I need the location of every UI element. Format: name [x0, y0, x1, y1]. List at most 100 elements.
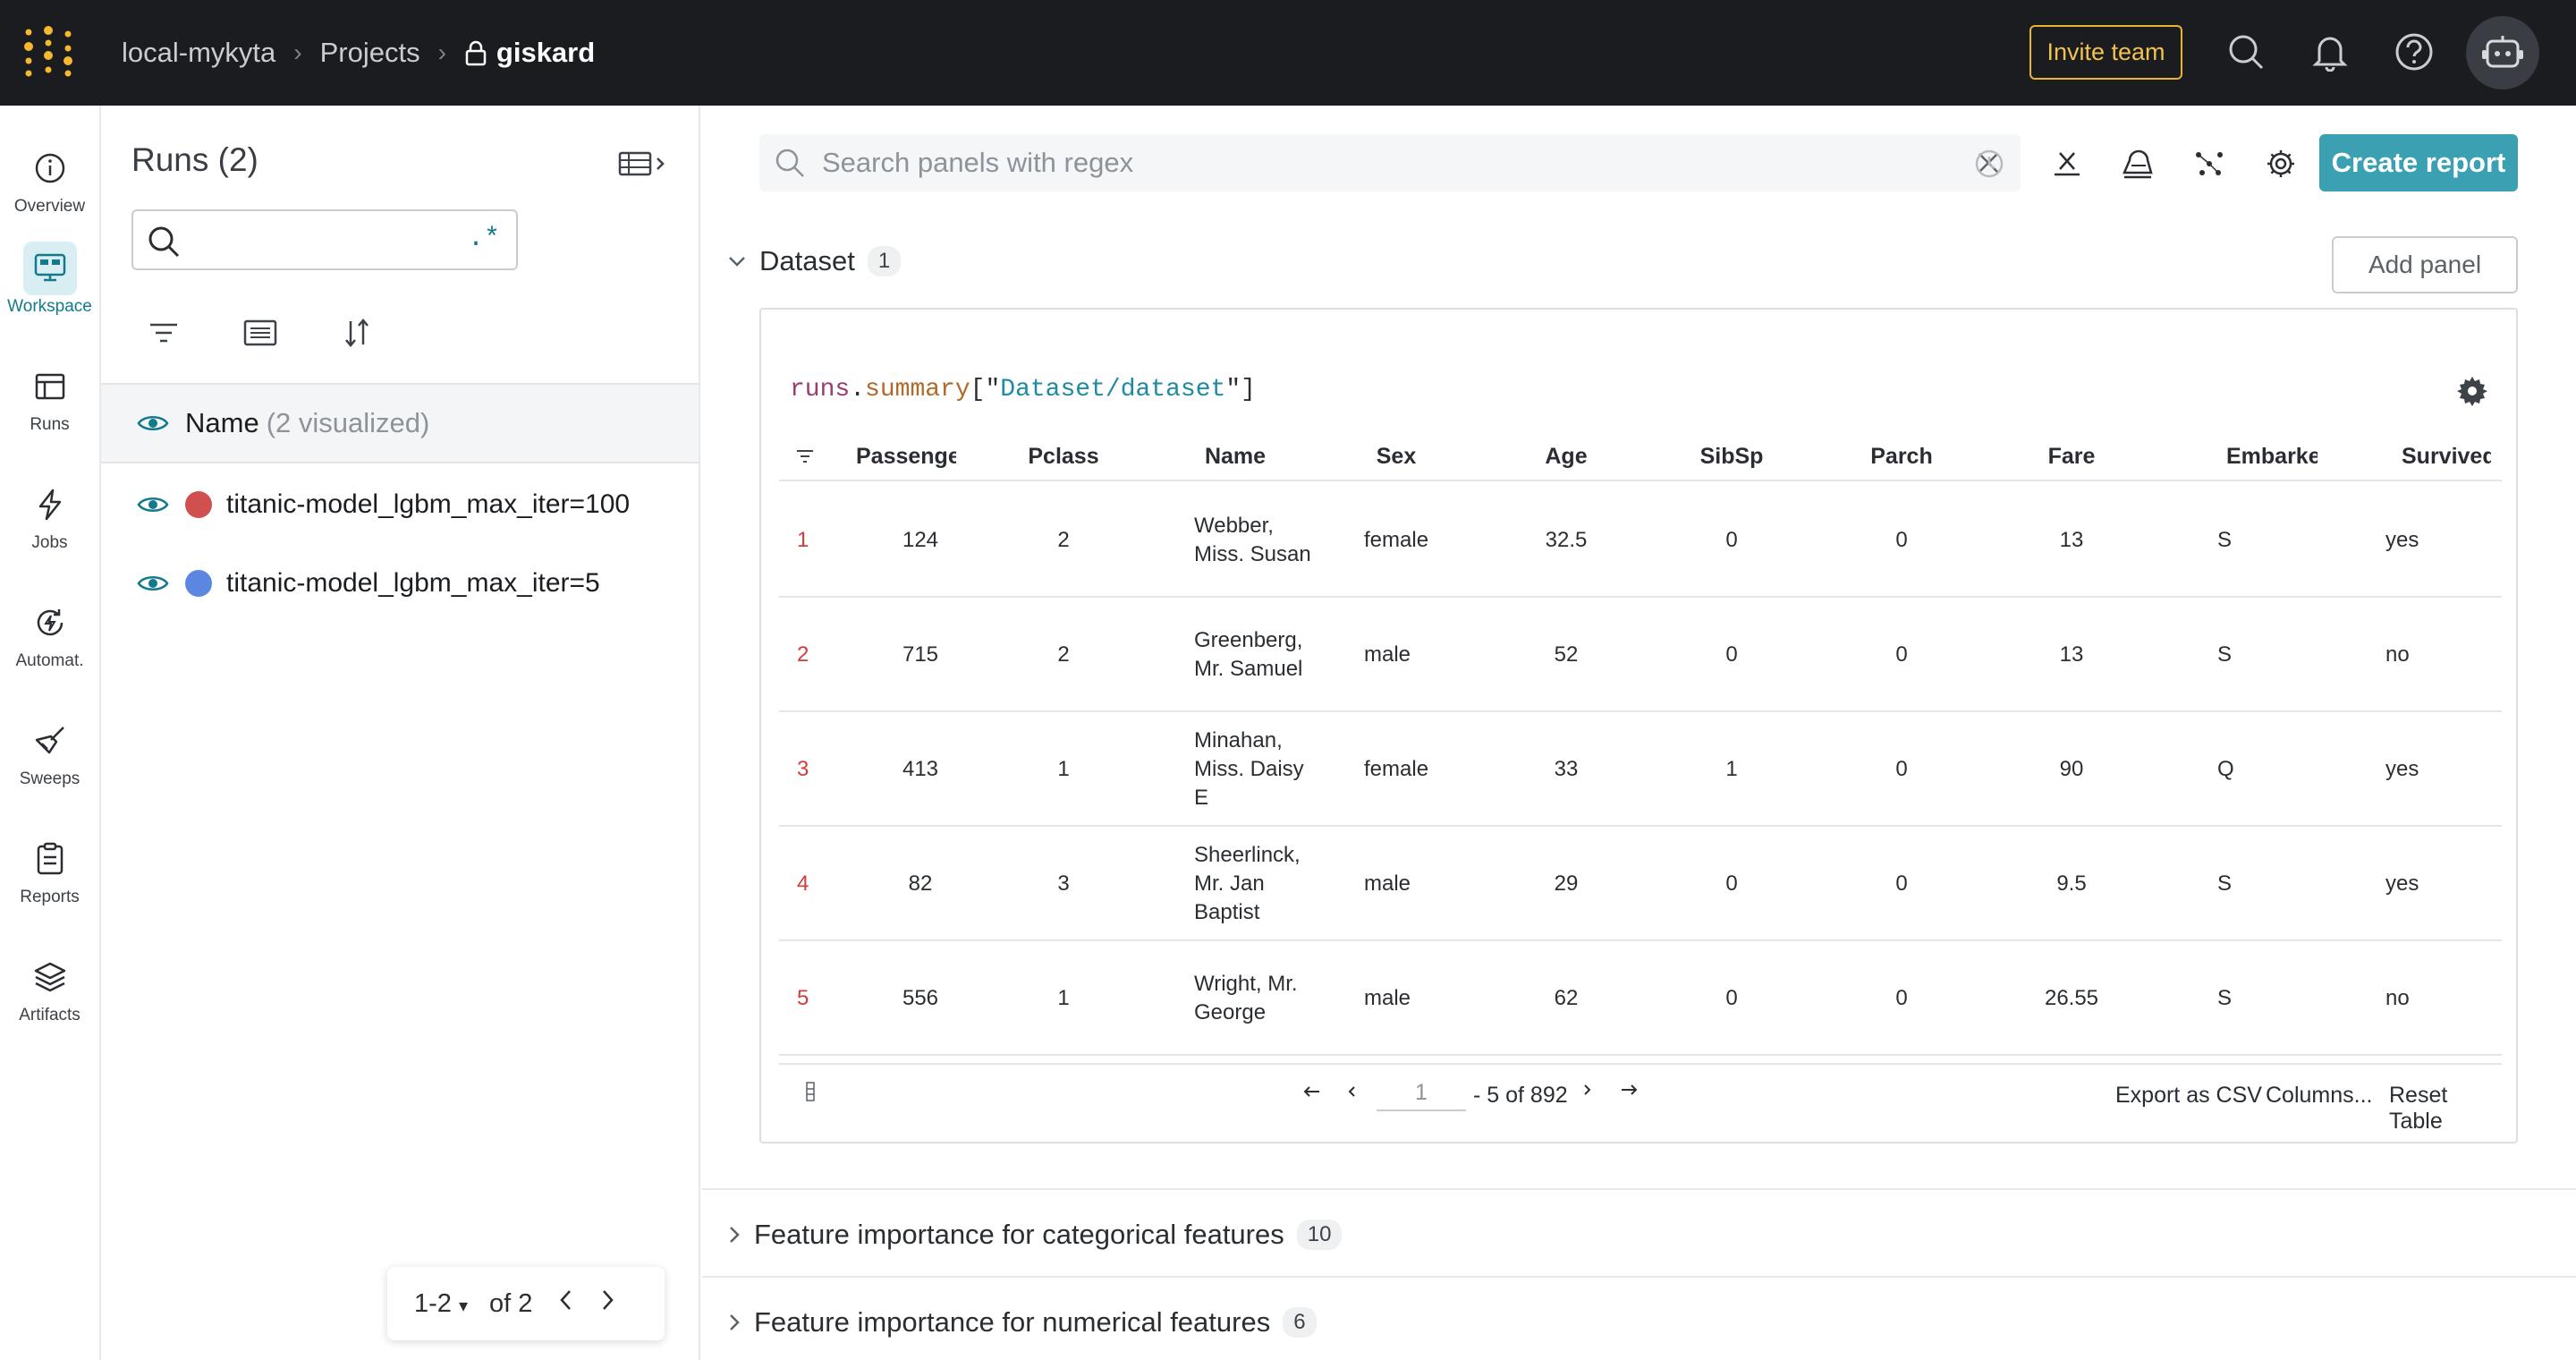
table-cell-idx: 1 [797, 528, 809, 552]
smoothing-icon[interactable] [2119, 145, 2157, 183]
table-cell-survived: no [2385, 986, 2410, 1010]
column-header[interactable]: Sex [1376, 444, 1417, 469]
panel-expression[interactable]: runs.summary["Dataset/dataset"] [790, 376, 1256, 404]
first-page-icon[interactable] [1301, 1081, 1323, 1102]
columns-button[interactable]: Columns... [2266, 1083, 2373, 1108]
gear-icon[interactable] [2457, 376, 2487, 406]
eye-icon[interactable] [137, 573, 169, 594]
column-header[interactable]: Embarke [2226, 444, 2318, 469]
reset-table-button[interactable]: Reset Table [2389, 1083, 2448, 1134]
table-cell-passenger: 124 [902, 528, 939, 552]
bell-icon[interactable] [2309, 30, 2351, 73]
table-cell-name: Sheerlinck, Mr. Jan Baptist [1194, 841, 1328, 927]
run-name[interactable]: titanic-model_lgbm_max_iter=5 [226, 568, 600, 598]
rail-item-artifacts[interactable]: Artifacts [0, 950, 99, 1049]
runs-name-header: Name (2 visualized) [101, 383, 699, 463]
invite-team-button[interactable]: Invite team [2029, 25, 2182, 80]
table-cell-age: 32.5 [1545, 528, 1588, 552]
add-panel-button[interactable]: Add panel [2332, 236, 2518, 293]
table-cell-embarked: S [2217, 871, 2233, 896]
runs-panel: Runs (2) .* Name (2 visualized) titanic-… [101, 106, 700, 1360]
filter-icon[interactable] [795, 447, 815, 465]
column-header[interactable]: Fare [2047, 444, 2096, 469]
table-cell-embarked: S [2217, 642, 2233, 667]
runs-search-input[interactable]: .* [131, 209, 518, 270]
x-axis-icon[interactable] [2048, 145, 2086, 183]
eye-icon[interactable] [137, 412, 169, 434]
create-report-button[interactable]: Create report [2319, 134, 2518, 191]
page-range-select[interactable]: 1-2 ▾ [414, 1289, 468, 1319]
run-color-swatch[interactable] [185, 570, 212, 597]
table-row: 4 82 3 Sheerlinck, Mr. Jan Baptist male 29 0 0 9.5… [779, 827, 2502, 941]
section-title: Feature importance for categorical featu… [754, 1219, 1284, 1250]
section-header-numerical[interactable]: Feature importance for numerical feature… [727, 1306, 1317, 1339]
prev-page-icon[interactable] [1344, 1081, 1359, 1102]
rail-item-reports[interactable]: Reports [0, 832, 99, 931]
column-header[interactable]: Passenger [856, 444, 956, 469]
rail-item-jobs[interactable]: Jobs [0, 478, 99, 576]
last-page-icon[interactable] [1618, 1079, 1640, 1101]
section-header-dataset[interactable]: Dataset 1 [727, 245, 902, 277]
name-line: Baptist [1194, 900, 1260, 924]
settings-icon[interactable] [2262, 145, 2300, 183]
page-number-input[interactable]: 1 [1377, 1074, 1466, 1111]
expand-table-icon[interactable] [618, 150, 668, 182]
sort-icon[interactable] [337, 313, 377, 353]
name-column-label[interactable]: Name [185, 407, 259, 438]
table-cell-fare: 90 [2059, 757, 2084, 781]
column-header[interactable]: Parch [1870, 444, 1933, 469]
expr-token: runs [790, 376, 851, 404]
table-cell-sibsp: 1 [1725, 757, 1738, 781]
breadcrumb-project[interactable]: giskard [464, 37, 595, 69]
table-cell-idx: 3 [797, 757, 809, 781]
table-cell-embarked: Q [2217, 757, 2234, 781]
export-csv-button[interactable]: Export as CSV [2115, 1083, 2262, 1108]
table-cell-pclass: 2 [1057, 528, 1070, 552]
chevron-down-icon [729, 257, 745, 267]
column-header[interactable]: Name [1204, 444, 1267, 469]
panel-search-input[interactable]: Search panels with regex [759, 134, 2021, 191]
rail-item-automations[interactable]: Automat. [0, 596, 99, 694]
drag-handle-icon[interactable] [806, 1081, 815, 1102]
breadcrumb: local-mykyta › Projects › giskard [122, 0, 595, 106]
history-icon[interactable] [1970, 145, 2008, 183]
next-page-icon[interactable] [1580, 1079, 1595, 1101]
run-name[interactable]: titanic-model_lgbm_max_iter=100 [226, 489, 631, 519]
chevron-right-icon[interactable] [598, 1288, 616, 1320]
breadcrumb-projects[interactable]: Projects [319, 37, 420, 68]
outliers-icon[interactable] [2190, 145, 2228, 183]
rail-item-sweeps[interactable]: Sweeps [0, 714, 99, 812]
column-header[interactable]: Pclass [1028, 444, 1099, 469]
user-avatar[interactable] [2466, 16, 2539, 89]
name-line: Webber, [1194, 514, 1274, 538]
eye-icon[interactable] [137, 494, 169, 515]
help-icon[interactable] [2393, 30, 2436, 73]
run-color-swatch[interactable] [185, 491, 212, 518]
run-row[interactable]: titanic-model_lgbm_max_iter=100 [101, 465, 699, 544]
column-header[interactable]: Age [1545, 444, 1588, 469]
rail-item-label: Automat. [15, 651, 84, 670]
section-count-badge: 1 [867, 246, 902, 276]
rail-item-workspace[interactable]: Workspace [0, 242, 99, 340]
chevron-left-icon[interactable] [557, 1288, 575, 1320]
table-cell-age: 29 [1554, 871, 1579, 896]
breadcrumb-entity[interactable]: local-mykyta [122, 37, 276, 68]
search-icon[interactable] [2224, 30, 2267, 73]
name-line: Wright, Mr. [1194, 972, 1298, 996]
rail-item-label: Artifacts [19, 1006, 80, 1024]
section-header-categorical[interactable]: Feature importance for categorical featu… [727, 1219, 1343, 1251]
wandb-logo-icon[interactable] [23, 25, 73, 79]
section-divider [702, 1276, 2576, 1278]
search-placeholder: Search panels with regex [822, 147, 1134, 178]
name-line: E [1194, 786, 1209, 810]
rail-item-overview[interactable]: Overview [0, 123, 99, 222]
rail-item-runs[interactable]: Runs [0, 360, 99, 458]
filter-icon[interactable] [144, 313, 183, 353]
column-header[interactable]: Survived [2402, 444, 2491, 469]
run-row[interactable]: titanic-model_lgbm_max_iter=5 [101, 544, 699, 623]
group-icon[interactable] [241, 313, 280, 353]
column-header[interactable]: SibSp [1699, 444, 1764, 469]
workspace-icon [34, 253, 65, 282]
regex-toggle[interactable]: .* [467, 224, 500, 254]
